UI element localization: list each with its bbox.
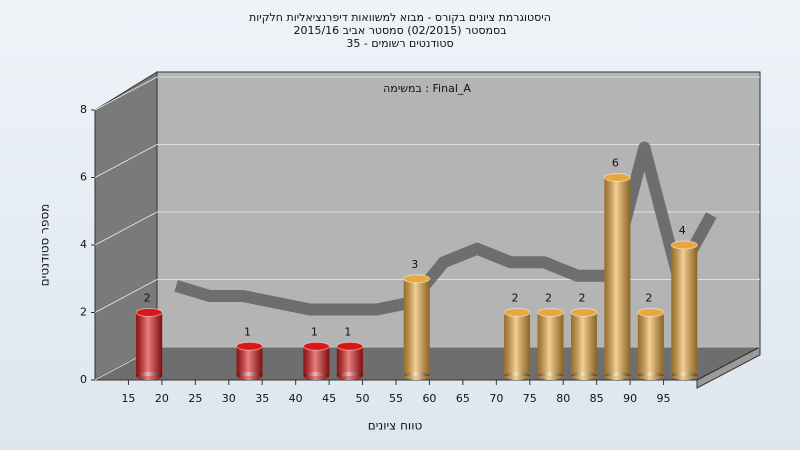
y-tick-label: 4 — [80, 238, 87, 251]
bar-part — [670, 240, 698, 250]
y-tick-label: 0 — [80, 373, 87, 386]
x-tick-label: 70 — [489, 392, 503, 405]
x-tick-label: 75 — [523, 392, 537, 405]
bar — [603, 173, 631, 380]
bar — [403, 274, 431, 380]
bar-part — [570, 312, 597, 376]
bar-part — [236, 346, 263, 376]
annotation: במשימה : Final_A — [383, 82, 471, 95]
bar-part — [604, 372, 631, 380]
chart-subtitle: בסמסטר (02/2015) סמסטר אביב 2015/16 — [293, 24, 506, 37]
bar-part — [570, 372, 597, 380]
bar — [537, 308, 564, 380]
x-tick-label: 90 — [623, 392, 637, 405]
data-label: 2 — [645, 292, 652, 305]
bar — [503, 308, 531, 380]
x-tick-label: 65 — [456, 392, 470, 405]
chart-title: היסטוגרמת ציונים בקורס - מבוא למשוואות ד… — [249, 11, 551, 24]
chart-subtitle: סטודנטים רשומים - 35 — [346, 37, 453, 50]
bar-part — [671, 372, 698, 380]
bar-part — [503, 308, 531, 317]
bar-part — [504, 372, 531, 380]
bar-part — [303, 346, 330, 376]
y-tick-label: 2 — [80, 306, 87, 319]
bar-part — [236, 341, 263, 351]
x-tick-label: 50 — [356, 392, 370, 405]
bar-part — [537, 312, 564, 376]
y-axis-label: מספר סטודנטים — [38, 204, 52, 287]
x-tick-label: 40 — [289, 392, 303, 405]
y-tick-label: 6 — [80, 171, 87, 184]
data-label: 6 — [612, 157, 619, 170]
x-tick-label: 55 — [389, 392, 403, 405]
bar-part — [336, 341, 364, 351]
back-wall — [156, 71, 761, 348]
x-axis-label: טווח ציונים — [368, 419, 423, 433]
x-tick-label: 20 — [155, 392, 169, 405]
data-label: 1 — [311, 325, 318, 338]
bar-part — [537, 308, 564, 317]
bar-part — [570, 308, 598, 317]
data-label: 2 — [578, 292, 585, 305]
bar-part — [336, 346, 363, 376]
bar-part — [403, 274, 431, 284]
bar-part — [336, 372, 363, 380]
grid-line — [94, 279, 158, 313]
bar-part — [637, 372, 664, 380]
bar-part — [637, 312, 664, 376]
y-tick-label: 8 — [80, 103, 87, 116]
grid-line — [94, 144, 158, 178]
bar-part — [504, 312, 531, 376]
bar-part — [403, 372, 430, 380]
x-tick-label: 80 — [556, 392, 570, 405]
bar-part — [637, 308, 665, 317]
x-tick-label: 95 — [657, 392, 671, 405]
x-tick-label: 15 — [121, 392, 135, 405]
bar — [637, 308, 665, 380]
x-tick-label: 25 — [188, 392, 202, 405]
bar-part — [236, 372, 263, 380]
x-tick-label: 30 — [222, 392, 236, 405]
data-label: 2 — [144, 292, 151, 305]
data-label: 1 — [344, 325, 351, 338]
data-label: 3 — [411, 258, 418, 271]
grid-line — [94, 211, 158, 246]
data-label: 1 — [244, 325, 251, 338]
bar-part — [303, 372, 330, 380]
data-label: 2 — [512, 292, 519, 305]
floor-edge — [696, 346, 761, 389]
bar — [570, 308, 598, 380]
x-tick-label: 60 — [422, 392, 436, 405]
data-label: 2 — [545, 292, 552, 305]
bar-part — [136, 312, 163, 376]
bar-part — [603, 173, 631, 182]
bar — [236, 341, 263, 380]
bar-part — [671, 245, 698, 376]
x-tick-label: 85 — [590, 392, 604, 405]
bar — [336, 341, 364, 380]
bar-part — [302, 341, 330, 351]
bar — [135, 308, 163, 380]
bar — [302, 341, 330, 380]
bar-part — [135, 308, 163, 317]
x-tick-label: 35 — [255, 392, 269, 405]
bar-part — [136, 372, 163, 380]
x-tick-label: 45 — [322, 392, 336, 405]
bar-part — [403, 278, 430, 376]
bar — [670, 240, 698, 380]
bar-part — [604, 177, 631, 376]
grid-line — [94, 76, 158, 111]
bar-part — [537, 372, 564, 380]
data-label: 4 — [679, 224, 686, 237]
